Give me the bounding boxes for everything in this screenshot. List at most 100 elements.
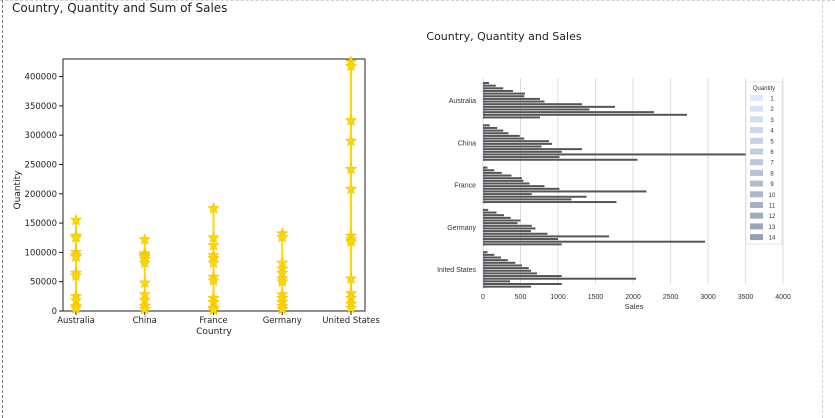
bar [483, 166, 488, 169]
legend-entry: 14 [769, 236, 776, 242]
bar [483, 261, 516, 264]
legend-entry: 13 [769, 225, 776, 231]
data-point-star [207, 238, 220, 251]
bar [483, 272, 537, 275]
bar [483, 280, 510, 283]
data-point-star [344, 182, 358, 195]
data-point-star [69, 213, 83, 226]
bar [483, 219, 521, 222]
legend-entry: 1 [770, 97, 774, 103]
y-tick-label: 300000 [25, 131, 57, 141]
y-tick-label: 350000 [25, 102, 57, 112]
category-label: Germany [447, 225, 476, 232]
legend-swatch [750, 223, 763, 230]
legend-entry: 4 [770, 129, 774, 135]
bar [483, 169, 495, 172]
bar [483, 92, 525, 95]
bar [483, 185, 545, 188]
y-tick-label: 100000 [25, 248, 57, 258]
bar [483, 132, 509, 135]
x-tick-label: United States [322, 316, 380, 326]
data-point-star [344, 113, 358, 126]
legend-entry: 7 [770, 161, 774, 167]
legend-entry: 6 [770, 150, 774, 156]
data-point-star [138, 302, 152, 315]
bar [483, 211, 497, 214]
bar [483, 227, 536, 230]
legend-entry: 10 [769, 193, 776, 199]
bar [483, 148, 582, 151]
y-tick-label: 50000 [30, 278, 57, 288]
category-label: China [458, 140, 476, 147]
data-point-star [344, 59, 358, 72]
category-label: France [454, 183, 476, 190]
bar [483, 193, 532, 196]
bar [483, 156, 560, 159]
x-tick-label: 500 [515, 294, 527, 301]
bar [483, 174, 512, 177]
data-point-star [344, 134, 358, 147]
data-point-star [275, 230, 289, 243]
bar [483, 285, 531, 288]
bar [483, 195, 587, 198]
bar [483, 230, 531, 233]
y-tick-label: 400000 [25, 73, 57, 83]
bar [483, 158, 638, 161]
x-tick-label: Australia [57, 316, 95, 326]
page-border-top [0, 0, 835, 1]
bar [483, 179, 524, 182]
bar [483, 251, 488, 254]
data-point-star [275, 302, 289, 315]
x-axis-label: Country [196, 327, 232, 337]
bar [483, 190, 647, 193]
bar [483, 142, 552, 145]
bar [483, 89, 513, 92]
x-tick-label: Germany [263, 316, 302, 326]
x-tick-label: 1500 [588, 294, 604, 301]
legend-swatch [750, 180, 763, 187]
data-point-star [138, 256, 152, 269]
bar [483, 145, 542, 148]
y-tick-label: 200000 [25, 190, 57, 200]
x-tick-label: 1000 [550, 294, 566, 301]
legend-entry: 8 [770, 171, 774, 177]
bar [483, 198, 572, 201]
bar [483, 153, 761, 156]
bar [483, 224, 532, 227]
x-axis-label: Sales [625, 302, 644, 311]
legend-swatch [750, 159, 763, 166]
data-point-star [344, 162, 358, 175]
legend-swatch [750, 127, 763, 134]
x-tick-label: France [199, 316, 227, 326]
data-point-star [344, 301, 358, 314]
bar [483, 103, 582, 106]
category-label: Inited States [437, 267, 476, 274]
legend-swatch [750, 212, 763, 219]
bar [483, 222, 518, 225]
x-tick-label: 4000 [775, 294, 791, 301]
bar [483, 95, 525, 98]
bar [483, 232, 548, 235]
legend-entry: 11 [769, 204, 776, 210]
bar [483, 87, 504, 90]
bar [483, 97, 540, 100]
bar [483, 269, 531, 272]
bar [483, 124, 490, 127]
bar [483, 235, 609, 238]
legend-entry: 12 [769, 214, 776, 220]
bar [483, 140, 549, 143]
bar [483, 259, 508, 262]
chart-title: Country, Quantity and Sales [426, 30, 581, 43]
data-point-star [69, 269, 83, 282]
bar [483, 84, 496, 87]
x-tick-label: 3000 [700, 294, 716, 301]
bar [483, 275, 562, 278]
bar [483, 216, 511, 219]
page-title: Country, Quantity and Sum of Sales [12, 1, 228, 15]
x-tick-label: China [133, 316, 157, 326]
bar [483, 267, 529, 270]
bar [483, 256, 501, 259]
legend-entry: 2 [770, 107, 774, 113]
bar [483, 126, 498, 129]
